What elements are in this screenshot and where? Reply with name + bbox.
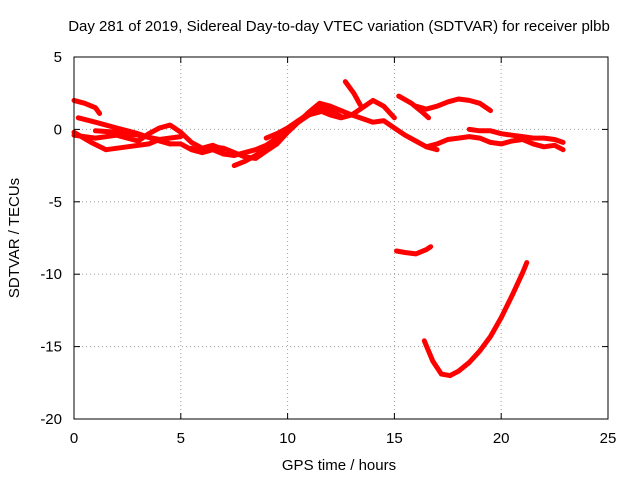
x-tick-label: 15 xyxy=(386,430,403,447)
series-line-arc-1 xyxy=(71,97,103,116)
plot-frame xyxy=(73,56,609,420)
series-layer xyxy=(71,79,566,379)
series-line-arc-3 xyxy=(71,122,226,153)
series-line-arc-13 xyxy=(423,134,566,153)
x-axis-label: GPS time / hours xyxy=(282,457,396,474)
series-line-arc-14 xyxy=(466,126,566,145)
series-line-arc-16 xyxy=(421,260,530,379)
y-tick-label: -10 xyxy=(40,266,62,283)
grid-layer xyxy=(74,57,608,419)
x-tick-label: 0 xyxy=(70,430,78,447)
y-tick-label: -15 xyxy=(40,339,62,356)
chart-title: Day 281 of 2019, Sidereal Day-to-day VTE… xyxy=(68,18,610,35)
series-line-arc-9 xyxy=(263,109,323,141)
y-axis-label: SDTVAR / TECUs xyxy=(6,178,23,298)
y-tick-label: -20 xyxy=(40,411,62,428)
series-line-arc-15 xyxy=(394,244,434,257)
x-tick-label: 5 xyxy=(177,430,185,447)
tick-layer: 0 5 10 15 20 25 -20 -15 -10 -5 0 5 xyxy=(40,49,616,447)
y-tick-label: -5 xyxy=(49,194,62,211)
y-tick-label: 5 xyxy=(54,49,62,66)
x-tick-label: 10 xyxy=(279,430,296,447)
series-line-arc-10 xyxy=(342,79,363,108)
series-line-arc-5 xyxy=(92,128,184,142)
x-tick-label: 20 xyxy=(493,430,510,447)
series-line-arc-7 xyxy=(210,100,440,161)
x-tick-label: 25 xyxy=(600,430,617,447)
series-line-arc-8 xyxy=(231,97,397,169)
y-tick-label: 0 xyxy=(54,121,62,138)
series-line-arc-12 xyxy=(413,96,493,114)
